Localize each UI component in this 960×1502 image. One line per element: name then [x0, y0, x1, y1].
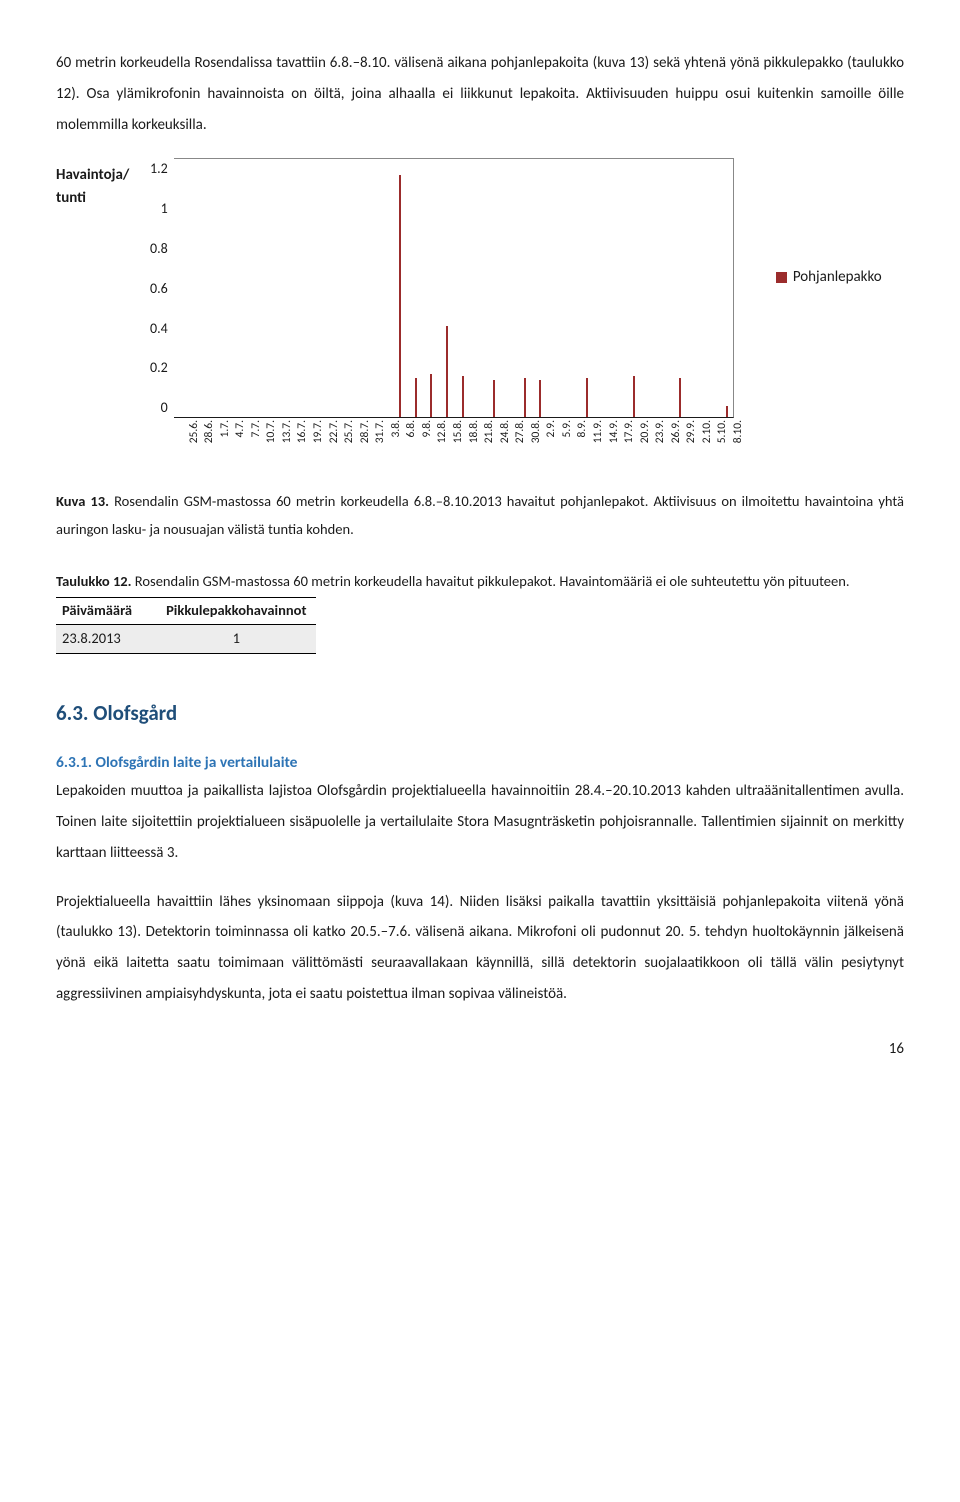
olof-paragraph-2: Projektialueella havaittiin lähes yksino… [56, 887, 904, 1010]
x-tick: 23.9. [652, 420, 669, 466]
bar [430, 374, 432, 417]
bar [633, 376, 635, 417]
chart-legend: Pohjanlepakko [776, 266, 882, 289]
x-tick: 6.8. [403, 420, 420, 466]
table-cell: 23.8.2013 [56, 624, 160, 653]
observations-table: PäivämääräPikkulepakkohavainnot 23.8.201… [56, 597, 316, 654]
bar [415, 378, 417, 417]
bar [446, 326, 448, 417]
figure-caption: Kuva 13. Rosendalin GSM-mastossa 60 metr… [56, 488, 904, 543]
section-heading: 6.3. Olofsgård [56, 698, 904, 730]
x-tick: 8.10. [730, 420, 747, 466]
x-tick: 25.7. [341, 420, 358, 466]
page-number: 16 [56, 1038, 904, 1061]
x-tick: 2.9. [543, 420, 560, 466]
chart-plot-area [174, 158, 734, 418]
table-header: Pikkulepakkohavainnot [160, 598, 316, 625]
x-tick: 19.7. [310, 420, 327, 466]
chart-y-ticks: 1.2 1 0.8 0.6 0.4 0.2 0 [150, 158, 174, 418]
legend-label: Pohjanlepakko [793, 266, 882, 289]
x-tick: 11.9. [590, 420, 607, 466]
y-tick: 0.8 [150, 238, 168, 259]
subsection-heading: 6.3.1. Olofsgårdin laite ja vertailulait… [56, 751, 904, 774]
bar [462, 376, 464, 417]
y-tick: 0.2 [150, 357, 168, 378]
x-tick: 4.7. [232, 420, 249, 466]
bar [679, 378, 681, 417]
x-tick: 10.7. [263, 420, 280, 466]
figure-caption-lead: Kuva 13. [56, 492, 109, 510]
table-cell: 1 [160, 624, 316, 653]
table-row: 23.8.20131 [56, 624, 316, 653]
intro-paragraph: 60 metrin korkeudella Rosendalissa tavat… [56, 48, 904, 140]
table-caption: Taulukko 12. Rosendalin GSM-mastossa 60 … [56, 571, 904, 593]
table-caption-lead: Taulukko 12. [56, 572, 132, 590]
bar [399, 175, 401, 418]
bar-chart: Havaintoja/ tunti 1.2 1 0.8 0.6 0.4 0.2 0 25.6… [56, 158, 904, 478]
y-tick: 0 [161, 397, 168, 418]
chart-x-ticks: 25.6.28.6.1.7.4.7.7.7.10.7.13.7.16.7.19.… [174, 418, 734, 478]
figure-caption-text: Rosendalin GSM-mastossa 60 metrin korkeu… [56, 492, 904, 538]
y-tick: 0.6 [150, 278, 168, 299]
x-tick: 15.8. [450, 420, 467, 466]
bar [586, 378, 588, 417]
table-header: Päivämäärä [56, 598, 160, 625]
x-tick: 17.9. [621, 420, 638, 466]
legend-swatch [776, 272, 787, 283]
x-tick: 29.9. [683, 420, 700, 466]
y-tick: 1 [161, 198, 168, 219]
x-tick: 31.7. [372, 420, 389, 466]
chart-y-title: Havaintoja/ tunti [56, 158, 150, 209]
bar [524, 378, 526, 417]
olof-paragraph-1: Lepakoiden muuttoa ja paikallista lajist… [56, 776, 904, 868]
bar [539, 380, 541, 417]
y-tick: 1.2 [150, 158, 168, 179]
bar [726, 406, 728, 417]
table-caption-text: Rosendalin GSM-mastossa 60 metrin korkeu… [132, 572, 850, 590]
bar [493, 380, 495, 417]
y-tick: 0.4 [150, 318, 168, 339]
x-tick: 21.8. [481, 420, 498, 466]
x-tick: 27.8. [512, 420, 529, 466]
x-tick: 28.6. [201, 420, 218, 466]
